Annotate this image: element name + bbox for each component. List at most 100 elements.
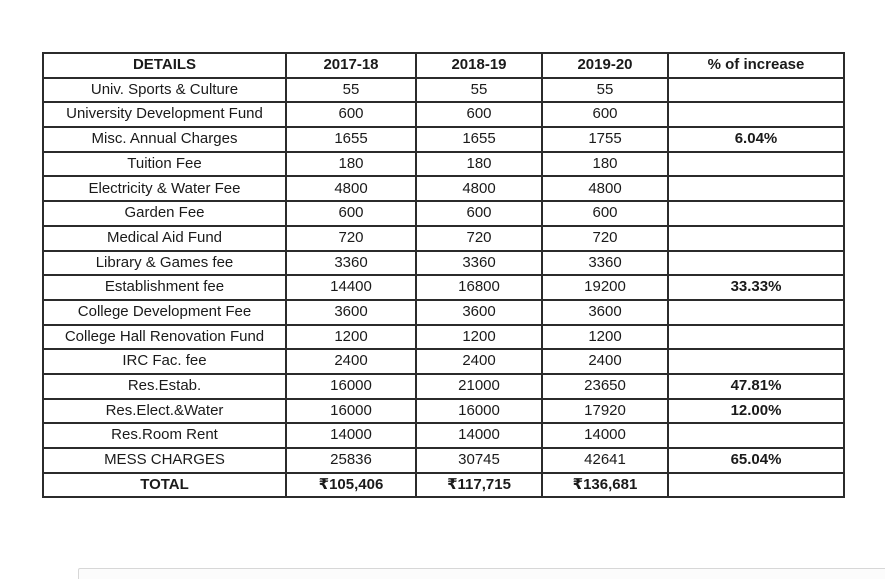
table-row: IRC Fac. fee 2400 2400 2400 — [42, 348, 845, 375]
cell-2019-20: 1200 — [541, 323, 669, 351]
cell-details: College Hall Renovation Fund — [42, 323, 287, 351]
table-row: College Hall Renovation Fund 1200 1200 1200 — [42, 323, 845, 351]
fees-table-container: DETAILS 2017-18 2018-19 2019-20 % of inc… — [42, 52, 845, 499]
cell-2017-18: 55 — [285, 76, 417, 104]
cell-2019-20: 3600 — [541, 298, 669, 326]
cell-details: Univ. Sports & Culture — [42, 76, 287, 104]
cell-2018-19: 720 — [415, 224, 543, 252]
cell-details: Misc. Annual Charges — [42, 126, 287, 153]
cell-2018-19: 21000 — [415, 372, 543, 400]
cell-2019-20: 600 — [541, 101, 669, 129]
table-row: College Development Fee 3600 3600 3600 — [42, 298, 845, 326]
cell-2017-18: 1200 — [285, 323, 417, 351]
cell-details: Garden Fee — [42, 200, 287, 227]
cell-increase: 47.81% — [667, 372, 845, 400]
cell-increase — [667, 249, 845, 277]
cell-2018-19: 2400 — [415, 348, 543, 375]
table-row: University Development Fund 600 600 600 — [42, 101, 845, 129]
cell-increase — [667, 422, 845, 449]
cell-2017-18: 720 — [285, 224, 417, 252]
table-row: Univ. Sports & Culture 55 55 55 — [42, 76, 845, 104]
cell-details: College Development Fee — [42, 298, 287, 326]
cell-increase — [667, 101, 845, 129]
table-row: Res.Elect.&Water 16000 16000 17920 12.00% — [42, 397, 845, 425]
table-row: Electricity & Water Fee 4800 4800 4800 — [42, 175, 845, 203]
cell-increase: 33.33% — [667, 274, 845, 301]
cell-2018-19: 3600 — [415, 298, 543, 326]
cell-2017-18: 600 — [285, 200, 417, 227]
header-2018-19: 2018-19 — [415, 52, 543, 79]
table-row: Misc. Annual Charges 1655 1655 1755 6.04% — [42, 126, 845, 153]
header-2019-20: 2019-20 — [541, 52, 669, 79]
table-total-row: TOTAL ₹105,406 ₹117,715 ₹136,681 — [42, 471, 845, 499]
cell-increase — [667, 471, 845, 499]
cell-details: Tuition Fee — [42, 150, 287, 178]
cell-2019-20: 14000 — [541, 422, 669, 449]
cell-2017-18: 25836 — [285, 447, 417, 474]
cell-2018-19: ₹117,715 — [415, 471, 543, 499]
cell-2017-18: 14000 — [285, 422, 417, 449]
table-row: Establishment fee 14400 16800 19200 33.33% — [42, 274, 845, 301]
cell-details: Library & Games fee — [42, 249, 287, 277]
cell-increase — [667, 224, 845, 252]
cell-details: MESS CHARGES — [42, 447, 287, 474]
cell-details: IRC Fac. fee — [42, 348, 287, 375]
cell-2019-20: 19200 — [541, 274, 669, 301]
cell-increase — [667, 348, 845, 375]
cell-2017-18: ₹105,406 — [285, 471, 417, 499]
cell-2019-20: 3360 — [541, 249, 669, 277]
cell-2018-19: 1655 — [415, 126, 543, 153]
cell-2018-19: 55 — [415, 76, 543, 104]
cell-2017-18: 3360 — [285, 249, 417, 277]
cell-2019-20: 600 — [541, 200, 669, 227]
cell-2018-19: 30745 — [415, 447, 543, 474]
cell-details: Electricity & Water Fee — [42, 175, 287, 203]
cell-increase — [667, 323, 845, 351]
cell-2019-20: 2400 — [541, 348, 669, 375]
cell-2019-20: ₹136,681 — [541, 471, 669, 499]
cell-2019-20: 720 — [541, 224, 669, 252]
cell-details: Res.Room Rent — [42, 422, 287, 449]
cell-details: TOTAL — [42, 471, 287, 499]
header-details: DETAILS — [42, 52, 287, 79]
cell-2017-18: 3600 — [285, 298, 417, 326]
cell-increase — [667, 150, 845, 178]
cell-2019-20: 42641 — [541, 447, 669, 474]
table-row: Tuition Fee 180 180 180 — [42, 150, 845, 178]
cell-increase — [667, 175, 845, 203]
table-header-row: DETAILS 2017-18 2018-19 2019-20 % of inc… — [42, 52, 845, 79]
cell-details: Res.Elect.&Water — [42, 397, 287, 425]
cell-2017-18: 1655 — [285, 126, 417, 153]
cell-increase: 12.00% — [667, 397, 845, 425]
cell-increase: 65.04% — [667, 447, 845, 474]
cell-increase — [667, 200, 845, 227]
cell-2018-19: 600 — [415, 101, 543, 129]
table-row: Garden Fee 600 600 600 — [42, 200, 845, 227]
table-row: Res.Estab. 16000 21000 23650 47.81% — [42, 372, 845, 400]
cell-2019-20: 4800 — [541, 175, 669, 203]
cell-2017-18: 180 — [285, 150, 417, 178]
cell-2017-18: 16000 — [285, 397, 417, 425]
cell-2017-18: 16000 — [285, 372, 417, 400]
cropped-panel-below-table — [78, 568, 885, 579]
cell-details: Establishment fee — [42, 274, 287, 301]
fees-table: DETAILS 2017-18 2018-19 2019-20 % of inc… — [42, 52, 845, 499]
cell-2018-19: 14000 — [415, 422, 543, 449]
header-pct-increase: % of increase — [667, 52, 845, 79]
cell-2017-18: 2400 — [285, 348, 417, 375]
cell-2017-18: 4800 — [285, 175, 417, 203]
cell-increase — [667, 298, 845, 326]
cell-2018-19: 4800 — [415, 175, 543, 203]
cell-2017-18: 600 — [285, 101, 417, 129]
cell-2019-20: 17920 — [541, 397, 669, 425]
cell-increase: 6.04% — [667, 126, 845, 153]
header-2017-18: 2017-18 — [285, 52, 417, 79]
cell-details: Res.Estab. — [42, 372, 287, 400]
table-row: Medical Aid Fund 720 720 720 — [42, 224, 845, 252]
cell-details: Medical Aid Fund — [42, 224, 287, 252]
cell-2018-19: 180 — [415, 150, 543, 178]
cell-2019-20: 23650 — [541, 372, 669, 400]
cell-2018-19: 16800 — [415, 274, 543, 301]
table-row: Res.Room Rent 14000 14000 14000 — [42, 422, 845, 449]
cell-2019-20: 180 — [541, 150, 669, 178]
